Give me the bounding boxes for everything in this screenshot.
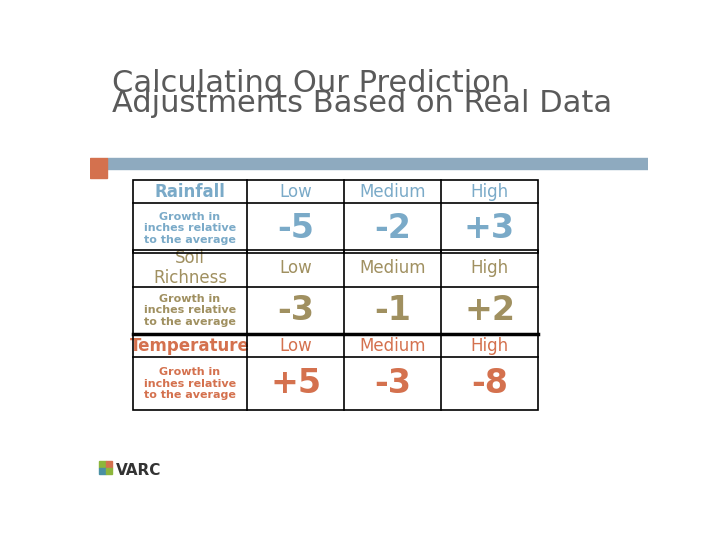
Text: +3: +3 bbox=[464, 212, 515, 245]
Text: +5: +5 bbox=[270, 367, 321, 400]
Bar bbox=[90, 158, 107, 178]
Text: -2: -2 bbox=[374, 212, 411, 245]
Text: Rainfall: Rainfall bbox=[155, 183, 225, 201]
Text: -3: -3 bbox=[277, 294, 314, 327]
Bar bbox=[132, 180, 538, 253]
Text: Low: Low bbox=[279, 337, 312, 355]
Text: -5: -5 bbox=[277, 212, 314, 245]
Text: Temperature: Temperature bbox=[130, 337, 250, 355]
Bar bbox=[107, 158, 648, 168]
Text: Medium: Medium bbox=[359, 337, 426, 355]
Text: +2: +2 bbox=[464, 294, 515, 327]
Text: Low: Low bbox=[279, 183, 312, 201]
Text: Growth in
inches relative
to the average: Growth in inches relative to the average bbox=[144, 294, 236, 327]
Bar bbox=[107, 461, 112, 468]
Bar bbox=[132, 249, 538, 410]
Bar bbox=[99, 461, 106, 468]
Text: Growth in
inches relative
to the average: Growth in inches relative to the average bbox=[144, 212, 236, 245]
Text: Calculating Our Prediction: Calculating Our Prediction bbox=[112, 69, 510, 98]
Text: Soil
Richness: Soil Richness bbox=[153, 249, 227, 287]
Text: Medium: Medium bbox=[359, 259, 426, 277]
Text: Medium: Medium bbox=[359, 183, 426, 201]
Text: High: High bbox=[470, 259, 508, 277]
Text: VARC: VARC bbox=[117, 463, 162, 478]
Text: Growth in
inches relative
to the average: Growth in inches relative to the average bbox=[144, 367, 236, 400]
Bar bbox=[107, 468, 112, 475]
Text: Low: Low bbox=[279, 259, 312, 277]
Text: -1: -1 bbox=[374, 294, 411, 327]
Text: High: High bbox=[470, 183, 508, 201]
Text: High: High bbox=[470, 337, 508, 355]
Text: -8: -8 bbox=[471, 367, 508, 400]
Bar bbox=[99, 468, 106, 475]
Text: -3: -3 bbox=[374, 367, 411, 400]
Text: Adjustments Based on Real Data: Adjustments Based on Real Data bbox=[112, 90, 612, 118]
